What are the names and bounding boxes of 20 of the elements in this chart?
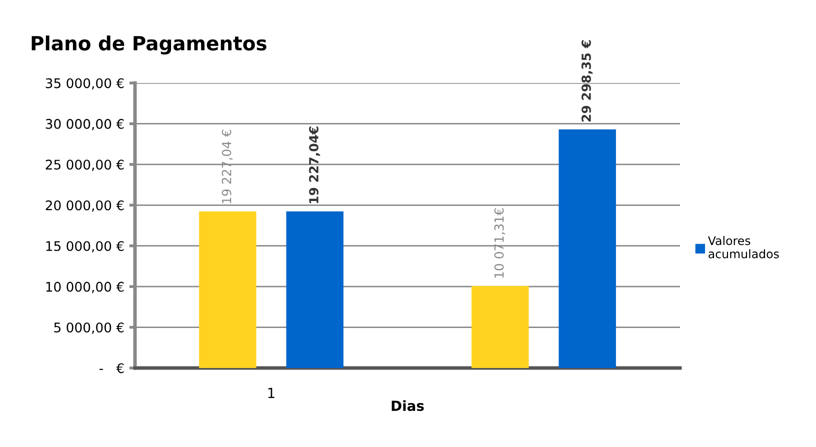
y-tick-label: - € bbox=[99, 363, 124, 374]
y-tick-label: 5 000,00 € bbox=[54, 322, 124, 334]
data-label: 19 227,04€ bbox=[309, 126, 320, 204]
y-tick-label: 15 000,00 € bbox=[46, 241, 124, 252]
y-tick-label: 25 000,00 € bbox=[46, 160, 124, 171]
bar bbox=[286, 211, 344, 368]
x-tick-label: 1 bbox=[268, 388, 274, 398]
data-label: 19 227,04 € bbox=[222, 130, 233, 204]
x-axis-title: Dias bbox=[392, 400, 424, 412]
y-tick-label: 35 000,00 € bbox=[46, 78, 124, 90]
data-label: 10 071,31€ bbox=[494, 208, 506, 278]
chart-title: Plano de Pagamentos bbox=[32, 36, 266, 54]
y-tick-label: 20 000,00 € bbox=[46, 200, 124, 212]
data-label: 29 298,35 € bbox=[582, 40, 593, 122]
y-tick-label: 10 000,00 € bbox=[46, 282, 124, 294]
y-tick-label: 30 000,00 € bbox=[46, 118, 124, 130]
bar bbox=[472, 286, 529, 368]
bar bbox=[558, 129, 616, 368]
bar bbox=[199, 211, 256, 368]
legend-label: Valores acumulados bbox=[708, 236, 779, 258]
